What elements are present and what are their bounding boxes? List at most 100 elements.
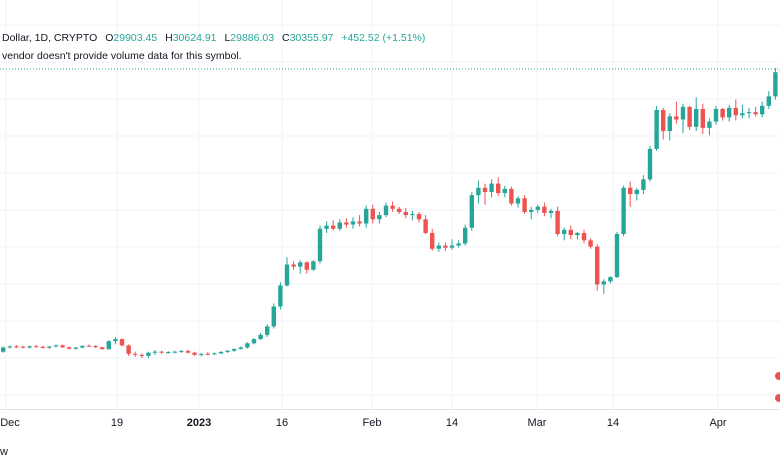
candle: [463, 224, 468, 246]
candle-body: [357, 221, 362, 224]
candle-body: [166, 352, 171, 354]
candle-body: [555, 210, 560, 235]
candle: [159, 350, 164, 354]
candle-body: [344, 222, 349, 225]
x-tick-label: 2023: [186, 417, 212, 429]
candle: [357, 215, 362, 227]
candle: [172, 350, 177, 354]
candle: [100, 346, 105, 350]
candle: [133, 351, 138, 357]
candle-body: [126, 345, 131, 354]
candle: [436, 242, 441, 252]
candle: [601, 279, 606, 294]
candle-body: [199, 353, 204, 355]
open-label: O: [105, 32, 114, 44]
candle: [522, 195, 527, 215]
candle: [67, 346, 72, 350]
candle-body: [291, 264, 296, 267]
candle-body: [80, 345, 85, 348]
candle-body: [621, 187, 626, 235]
candle-body: [463, 227, 468, 244]
candle: [562, 227, 567, 241]
candle-body: [588, 240, 593, 247]
candle-body: [667, 116, 672, 132]
candle: [185, 349, 191, 354]
candle-body: [680, 106, 686, 120]
high-value: 30624.91: [172, 32, 217, 44]
candle-body: [93, 346, 98, 348]
candles-layer: [1, 68, 780, 358]
candle: [687, 105, 692, 130]
candle: [469, 191, 474, 231]
candle-body: [73, 347, 78, 349]
candle: [595, 244, 600, 291]
candle-body: [595, 246, 600, 285]
candle: [139, 353, 144, 358]
candle: [403, 207, 408, 219]
candle-body: [634, 189, 639, 195]
candle-body: [331, 225, 336, 229]
candle: [443, 242, 448, 251]
candle-body: [740, 113, 745, 116]
candle: [225, 350, 230, 353]
candle: [331, 220, 336, 231]
candle-body: [628, 187, 633, 195]
candle-body: [410, 214, 415, 216]
candle: [53, 344, 59, 348]
scroll-marker-icon: [775, 394, 780, 402]
candle: [621, 185, 626, 237]
candle: [667, 113, 672, 141]
candle: [548, 208, 554, 219]
candle: [588, 238, 593, 249]
candle-body: [47, 346, 52, 348]
ohlc-legend: Dollar, 1D, CRYPTO O29903.45 H30624.91 L…: [2, 32, 425, 44]
candle-body: [1, 347, 6, 352]
candle: [568, 225, 573, 240]
close-value: 30355.97: [289, 32, 334, 44]
candle: [47, 346, 52, 349]
candle: [311, 260, 316, 271]
candle-body: [232, 348, 237, 351]
candle-body: [476, 187, 481, 196]
candle-body: [106, 341, 111, 350]
x-tick-label: Dec: [0, 417, 20, 429]
candle: [614, 231, 620, 279]
candle-body: [27, 346, 32, 348]
candle-body: [225, 350, 230, 352]
candle: [212, 352, 217, 356]
candle: [720, 107, 725, 121]
candle: [515, 196, 521, 208]
scroll-marker-icon: [775, 372, 780, 380]
candle-body: [449, 245, 455, 248]
candle-body: [172, 351, 177, 353]
candle-body: [278, 285, 283, 307]
candle: [733, 99, 738, 121]
candle: [680, 103, 686, 134]
candle: [482, 183, 488, 205]
symbol-label[interactable]: Dollar, 1D, CRYPTO: [2, 32, 98, 44]
candle-body: [100, 347, 105, 350]
candle-body: [119, 339, 125, 346]
candle: [555, 206, 560, 237]
candle: [278, 282, 283, 310]
candle-body: [53, 345, 59, 347]
candle: [740, 104, 745, 119]
candle-body: [238, 347, 243, 349]
candle-body: [694, 108, 699, 127]
candle: [298, 260, 303, 274]
candle-body: [482, 187, 488, 192]
candle-body: [245, 343, 250, 348]
candle-body: [687, 106, 692, 127]
candle: [344, 218, 349, 228]
candle: [707, 118, 712, 136]
open-value: 29903.45: [113, 32, 158, 44]
candle-body: [647, 148, 653, 180]
candle: [251, 338, 257, 345]
candle-body: [251, 339, 257, 344]
candle: [509, 186, 514, 206]
candle: [73, 347, 78, 350]
candle: [192, 351, 197, 356]
x-tick-label: 14: [606, 417, 620, 429]
close-label: C: [282, 32, 290, 44]
